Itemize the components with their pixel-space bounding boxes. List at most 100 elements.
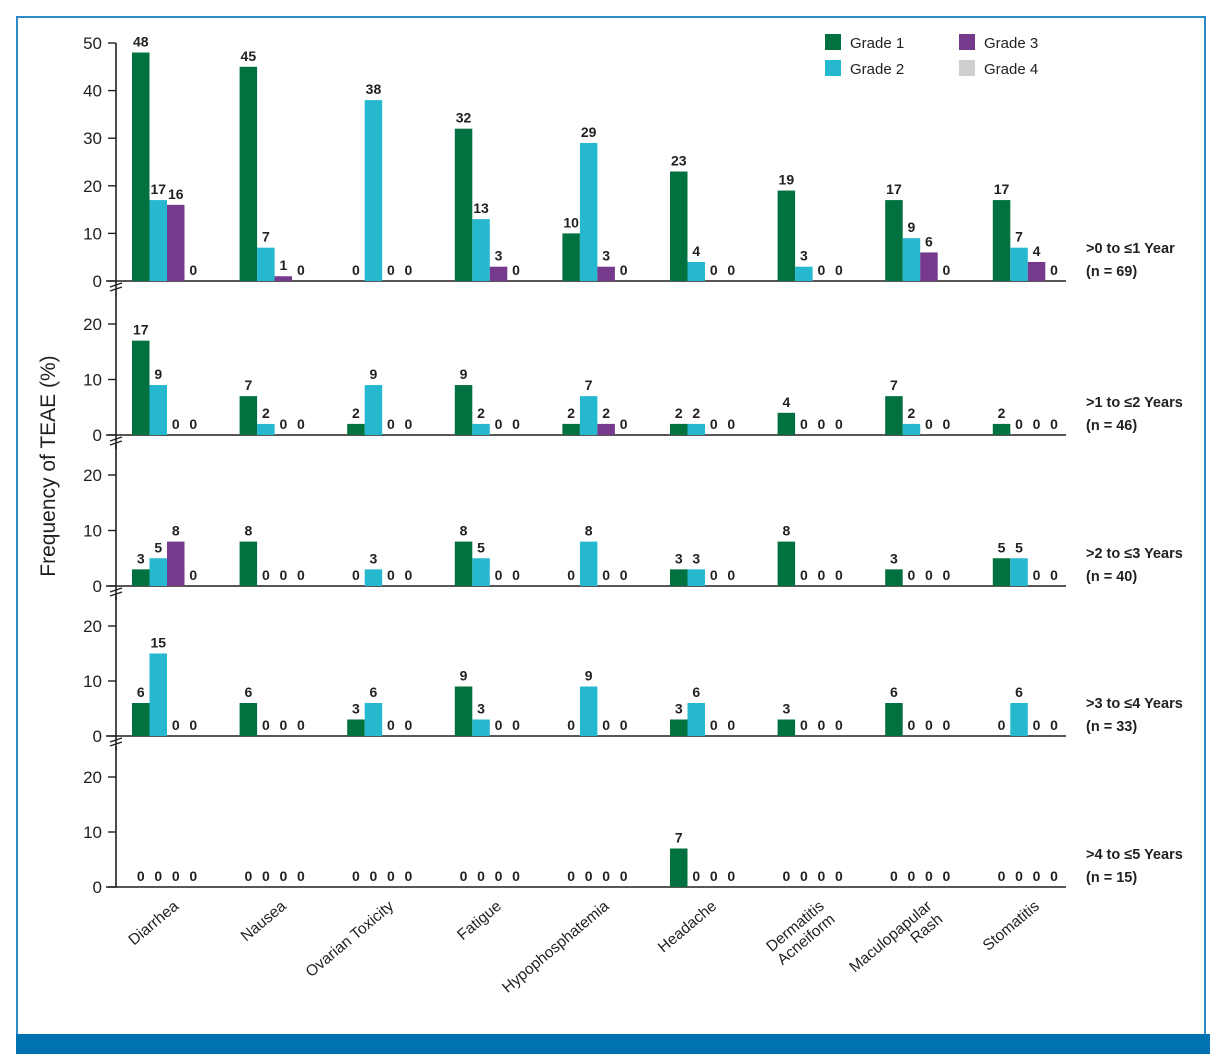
bar-value-label: 2 xyxy=(477,405,485,421)
bar-value-label: 2 xyxy=(998,405,1006,421)
bar-grade-1 xyxy=(670,848,688,887)
bar-value-label: 0 xyxy=(512,416,520,432)
bar-grade-1 xyxy=(777,412,796,435)
bar-value-label: 0 xyxy=(1050,262,1058,278)
category-label: Stomatitis xyxy=(980,898,1043,955)
bar-value-label: 0 xyxy=(512,567,520,583)
axis-break-mark xyxy=(109,286,123,292)
bar-grade-2 xyxy=(472,558,490,586)
bar-grade-3 xyxy=(274,276,293,281)
category-label-line: Fatigue xyxy=(454,898,505,944)
bar-value-label: 0 xyxy=(620,868,628,884)
bar-value-label: 0 xyxy=(567,717,575,733)
bar-value-label: 0 xyxy=(925,567,933,583)
y-tick-label: 0 xyxy=(93,272,102,291)
bar-value-label: 0 xyxy=(710,567,718,583)
bar-value-label: 0 xyxy=(154,868,162,884)
category-labels: Diarrhea Nausea Ovarian Toxicity FatigueHyp… xyxy=(126,897,1043,996)
bar-value-label: 7 xyxy=(585,377,593,393)
bar-value-label: 0 xyxy=(620,416,628,432)
bar-value-label: 0 xyxy=(835,567,843,583)
bar-value-label: 0 xyxy=(512,717,520,733)
bar-value-label: 3 xyxy=(137,550,145,566)
bar-grade-2 xyxy=(364,703,383,736)
bar-grade-1 xyxy=(885,396,903,435)
bar-value-label: 0 xyxy=(727,416,735,432)
bar-value-label: 0 xyxy=(1050,868,1058,884)
bar-value-label: 0 xyxy=(800,416,808,432)
bar-grade-3 xyxy=(920,252,938,281)
bar-value-label: 9 xyxy=(370,366,378,382)
bar-value-label: 0 xyxy=(279,567,287,583)
bar-value-label: 0 xyxy=(943,262,951,278)
legend-swatch-grade-2 xyxy=(825,60,841,76)
bar-value-label: 0 xyxy=(297,567,305,583)
bar-value-label: 0 xyxy=(1033,416,1041,432)
bar-grade-2 xyxy=(579,396,598,435)
y-tick-label: 0 xyxy=(93,426,102,445)
bar-grade-2 xyxy=(902,238,921,281)
bar-value-label: 0 xyxy=(279,868,287,884)
y-tick-label: 0 xyxy=(93,577,102,596)
bar-value-label: 0 xyxy=(890,868,898,884)
bar-value-label: 0 xyxy=(925,416,933,432)
y-tick-label: 20 xyxy=(83,177,102,196)
bar-grade-3 xyxy=(167,204,185,281)
bar-value-label: 0 xyxy=(727,868,735,884)
bar-value-label: 0 xyxy=(943,717,951,733)
bar-value-label: 0 xyxy=(189,868,197,884)
bar-value-label: 48 xyxy=(133,34,149,50)
figure-frame xyxy=(16,16,1206,1054)
bar-value-label: 6 xyxy=(370,684,378,700)
panel-n-label: (n = 40) xyxy=(1086,569,1137,585)
bar-value-label: 0 xyxy=(710,868,718,884)
bar-value-label: 0 xyxy=(297,416,305,432)
bar-value-label: 0 xyxy=(297,717,305,733)
bar-value-label: 0 xyxy=(943,416,951,432)
bar-grade-2 xyxy=(257,247,275,281)
bar-value-label: 0 xyxy=(262,567,270,583)
legend-swatch-grade-1 xyxy=(825,34,841,50)
bar-value-label: 0 xyxy=(137,868,145,884)
bar-value-label: 0 xyxy=(477,868,485,884)
bar-value-label: 0 xyxy=(495,717,503,733)
category-label-line: Stomatitis xyxy=(980,898,1043,955)
bar-value-label: 2 xyxy=(567,405,575,421)
bar-value-label: 38 xyxy=(366,81,382,97)
bar-value-label: 0 xyxy=(620,567,628,583)
bar-value-label: 0 xyxy=(943,868,951,884)
bar-grade-2 xyxy=(687,569,705,586)
bar-value-label: 0 xyxy=(405,567,413,583)
axis-break-mark xyxy=(109,440,123,446)
bar-grade-1 xyxy=(454,385,473,435)
bar-grade-3 xyxy=(597,423,615,435)
bar-grade-1 xyxy=(670,423,688,435)
bar-grade-3 xyxy=(1027,261,1046,281)
bar-value-label: 0 xyxy=(1033,717,1041,733)
category-label-line: Nausea xyxy=(238,897,290,945)
bar-value-label: 0 xyxy=(602,567,610,583)
category-label-line: Hypophosphatemia xyxy=(499,897,613,996)
y-axis-title-group: Frequency of TEAE (%) xyxy=(37,355,60,576)
bar-grade-2 xyxy=(687,261,705,281)
bar-value-label: 0 xyxy=(908,717,916,733)
bar-value-label: 0 xyxy=(172,416,180,432)
bar-value-label: 0 xyxy=(495,868,503,884)
bar-value-label: 0 xyxy=(405,717,413,733)
y-tick-label: 20 xyxy=(83,315,102,334)
bar-value-label: 0 xyxy=(189,416,197,432)
panel-n-label: (n = 69) xyxy=(1086,264,1137,280)
bar-grade-2 xyxy=(149,385,167,435)
axis-break-mark xyxy=(109,737,123,743)
bar-grade-1 xyxy=(992,423,1011,435)
bar-value-label: 8 xyxy=(585,523,593,539)
bar-grade-1 xyxy=(885,200,903,281)
bar-value-label: 0 xyxy=(800,567,808,583)
category-label: Headache xyxy=(655,898,720,956)
bar-value-label: 0 xyxy=(817,262,825,278)
y-tick-label: 20 xyxy=(83,768,102,787)
panel-n-label: (n = 15) xyxy=(1086,870,1137,886)
category-label: Hypophosphatemia xyxy=(499,897,613,996)
bar-grade-1 xyxy=(454,541,473,586)
bar-value-label: 3 xyxy=(370,550,378,566)
